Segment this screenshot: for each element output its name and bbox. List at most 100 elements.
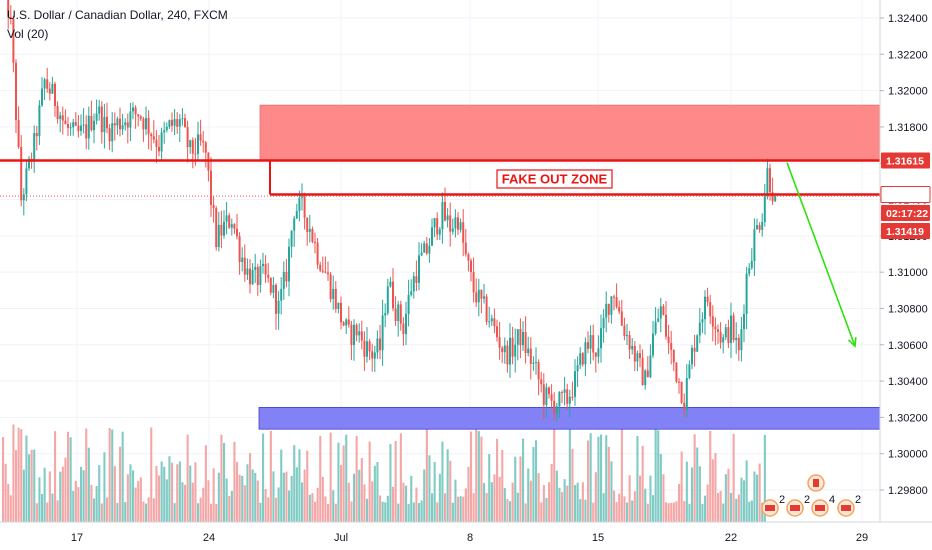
candle-body[interactable] <box>134 107 137 115</box>
candle-body[interactable] <box>340 302 342 323</box>
candle-body[interactable] <box>698 322 701 336</box>
candle-body[interactable] <box>418 255 420 283</box>
candle-body[interactable] <box>246 268 249 275</box>
candle-body[interactable] <box>41 88 43 106</box>
candle-body[interactable] <box>633 345 636 362</box>
candle-body[interactable] <box>212 204 215 209</box>
candle-body[interactable] <box>438 229 441 235</box>
candle-body[interactable] <box>652 333 654 356</box>
candle-body[interactable] <box>597 348 600 357</box>
candle-body[interactable] <box>589 335 592 349</box>
candle-body[interactable] <box>243 257 246 275</box>
candle-body[interactable] <box>275 284 277 314</box>
candle-body[interactable] <box>509 337 511 365</box>
candle-body[interactable] <box>17 120 20 147</box>
candle-body[interactable] <box>119 118 121 130</box>
candle-body[interactable] <box>35 133 38 137</box>
candle-body[interactable] <box>355 324 358 336</box>
candle-body[interactable] <box>204 142 207 153</box>
price-axis[interactable] <box>880 0 932 550</box>
candle-body[interactable] <box>137 114 140 117</box>
candle-body[interactable] <box>568 396 571 404</box>
candle-body[interactable] <box>158 146 160 152</box>
candle-body[interactable] <box>314 241 316 243</box>
candle-body[interactable] <box>69 127 72 129</box>
candle-body[interactable] <box>295 211 298 219</box>
candle-body[interactable] <box>139 116 142 119</box>
candle-body[interactable] <box>332 288 335 300</box>
candle-body[interactable] <box>594 352 597 357</box>
candle-body[interactable] <box>82 124 85 126</box>
candle-body[interactable] <box>90 115 93 131</box>
candle-body[interactable] <box>262 263 264 267</box>
candle-body[interactable] <box>184 118 186 128</box>
candle-body[interactable] <box>282 271 285 289</box>
candle-body[interactable] <box>80 125 82 132</box>
candle-body[interactable] <box>220 224 223 236</box>
candle-body[interactable] <box>496 326 498 338</box>
candle-body[interactable] <box>33 133 36 161</box>
candle-body[interactable] <box>337 302 340 310</box>
candle-body[interactable] <box>251 269 254 285</box>
candle-body[interactable] <box>160 132 163 152</box>
candle-body[interactable] <box>230 224 233 228</box>
candle-body[interactable] <box>272 284 275 293</box>
candle-body[interactable] <box>477 289 480 303</box>
candle-body[interactable] <box>22 194 25 201</box>
candle-body[interactable] <box>464 242 467 255</box>
candle-body[interactable] <box>95 113 98 121</box>
candle-body[interactable] <box>563 389 566 393</box>
candle-body[interactable] <box>425 243 428 254</box>
candle-body[interactable] <box>363 340 366 357</box>
candle-body[interactable] <box>626 335 628 337</box>
candle-body[interactable] <box>129 111 132 128</box>
candle-body[interactable] <box>758 225 761 230</box>
candle-body[interactable] <box>576 365 579 372</box>
candle-body[interactable] <box>615 297 618 307</box>
candle-body[interactable] <box>485 296 488 322</box>
candle-body[interactable] <box>280 288 283 301</box>
candle-body[interactable] <box>152 136 155 140</box>
candle-body[interactable] <box>516 329 519 345</box>
candle-body[interactable] <box>366 341 368 357</box>
candle-body[interactable] <box>54 83 56 106</box>
candle-body[interactable] <box>493 318 496 327</box>
candle-body[interactable] <box>61 115 64 121</box>
candle-body[interactable] <box>74 122 77 126</box>
candle-body[interactable] <box>672 349 675 363</box>
candle-body[interactable] <box>646 370 649 378</box>
candle-body[interactable] <box>186 127 189 148</box>
symbol-legend[interactable]: U.S. Dollar / Canadian Dollar, 240, FXCM <box>7 8 228 22</box>
candle-body[interactable] <box>28 158 30 169</box>
candle-body[interactable] <box>696 335 699 352</box>
candle-body[interactable] <box>631 345 634 350</box>
candle-body[interactable] <box>706 296 709 302</box>
candle-body[interactable] <box>750 260 753 268</box>
candle-body[interactable] <box>488 321 491 323</box>
candle-body[interactable] <box>329 274 332 300</box>
candle-body[interactable] <box>506 345 509 365</box>
candle-body[interactable] <box>602 317 605 329</box>
candle-body[interactable] <box>316 242 319 265</box>
candle-body[interactable] <box>236 228 238 237</box>
candle-body[interactable] <box>113 123 116 126</box>
candle-body[interactable] <box>639 353 641 358</box>
candle-body[interactable] <box>711 316 714 327</box>
candle-body[interactable] <box>553 400 556 414</box>
price-tag[interactable]: 1.31615 <box>881 152 930 169</box>
candle-body[interactable] <box>106 116 108 129</box>
candle-body[interactable] <box>116 118 119 126</box>
candle-body[interactable] <box>610 296 613 315</box>
candle-body[interactable] <box>108 128 111 142</box>
candle-body[interactable] <box>77 125 80 132</box>
candle-body[interactable] <box>678 381 680 383</box>
candle-body[interactable] <box>85 124 88 139</box>
candle-body[interactable] <box>641 357 644 386</box>
candle-body[interactable] <box>189 140 192 148</box>
candle-body[interactable] <box>25 168 28 195</box>
candle-body[interactable] <box>241 257 244 263</box>
candle-body[interactable] <box>100 106 103 133</box>
candle-body[interactable] <box>103 116 106 133</box>
candle-body[interactable] <box>132 107 134 112</box>
